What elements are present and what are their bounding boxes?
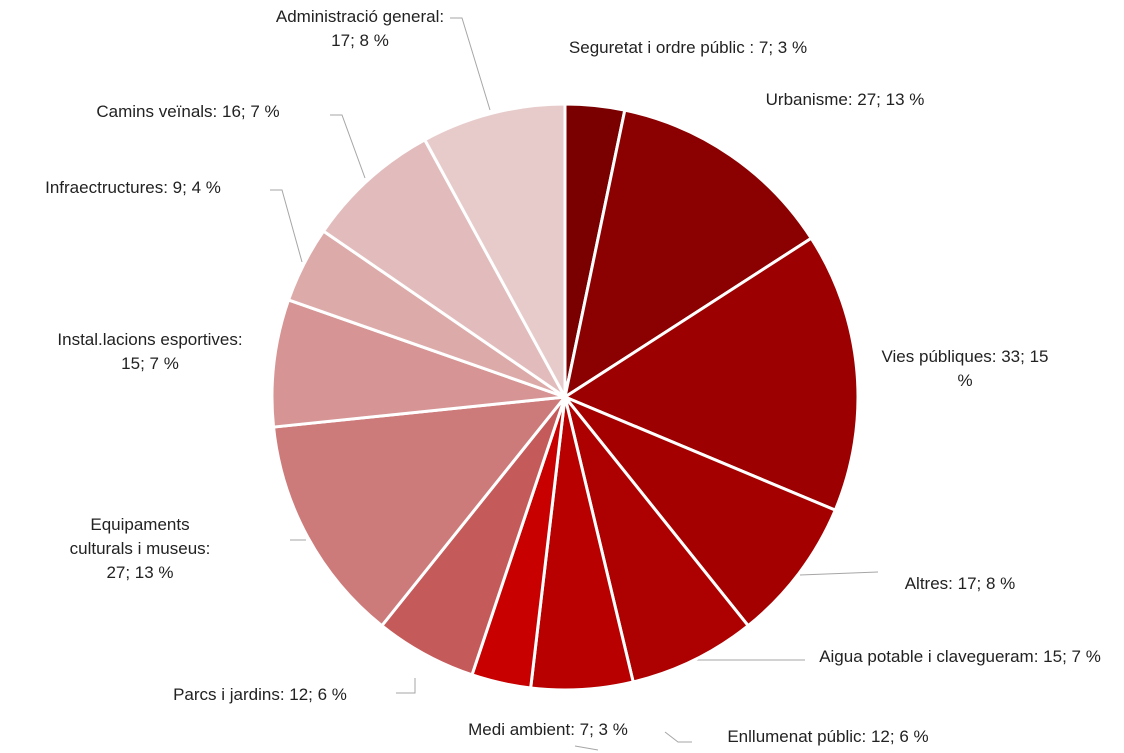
data-label: Medi ambient: 7; 3 % [468,720,628,739]
data-label: Vies públiques: 33; 15 % [881,347,1049,390]
pie-slice [563,108,813,399]
leader-line [330,114,366,179]
pie-slice [563,395,750,684]
data-label: Enllumenat públic: 12; 6 % [727,727,929,746]
pie-slice [563,395,837,628]
leader-line [450,17,491,111]
pie-slice [563,236,860,512]
data-label: Instal.lacions esportives: 15; 7 % [57,330,243,373]
data-label: Aigua potable i clavegueram: 15; 7 % [819,647,1101,666]
data-label: Infraectructures: 9; 4 % [45,178,221,197]
leader-line [270,189,303,263]
data-label: Seguretat i ordre públic : 7; 3 % [568,38,808,57]
data-label: Camins veïnals: 16; 7 % [96,102,280,121]
data-label: Equipaments culturals i museus: 27; 13 % [69,515,211,582]
pie-slice [423,102,567,399]
pie-slice [272,395,567,628]
data-label: Altres: 17; 8 % [904,574,1016,593]
leader-line [799,571,879,576]
data-label: Parcs i jardins: 12; 6 % [173,685,347,704]
leader-line [574,745,599,751]
leader-line [396,678,416,694]
data-label: Administració general: 17; 8 % [275,7,445,50]
leader-lines [270,17,879,751]
data-label: Urbanisme: 27; 13 % [765,90,925,109]
pie-slice [321,138,567,399]
leader-line [664,731,692,743]
pie-slice [270,298,567,429]
